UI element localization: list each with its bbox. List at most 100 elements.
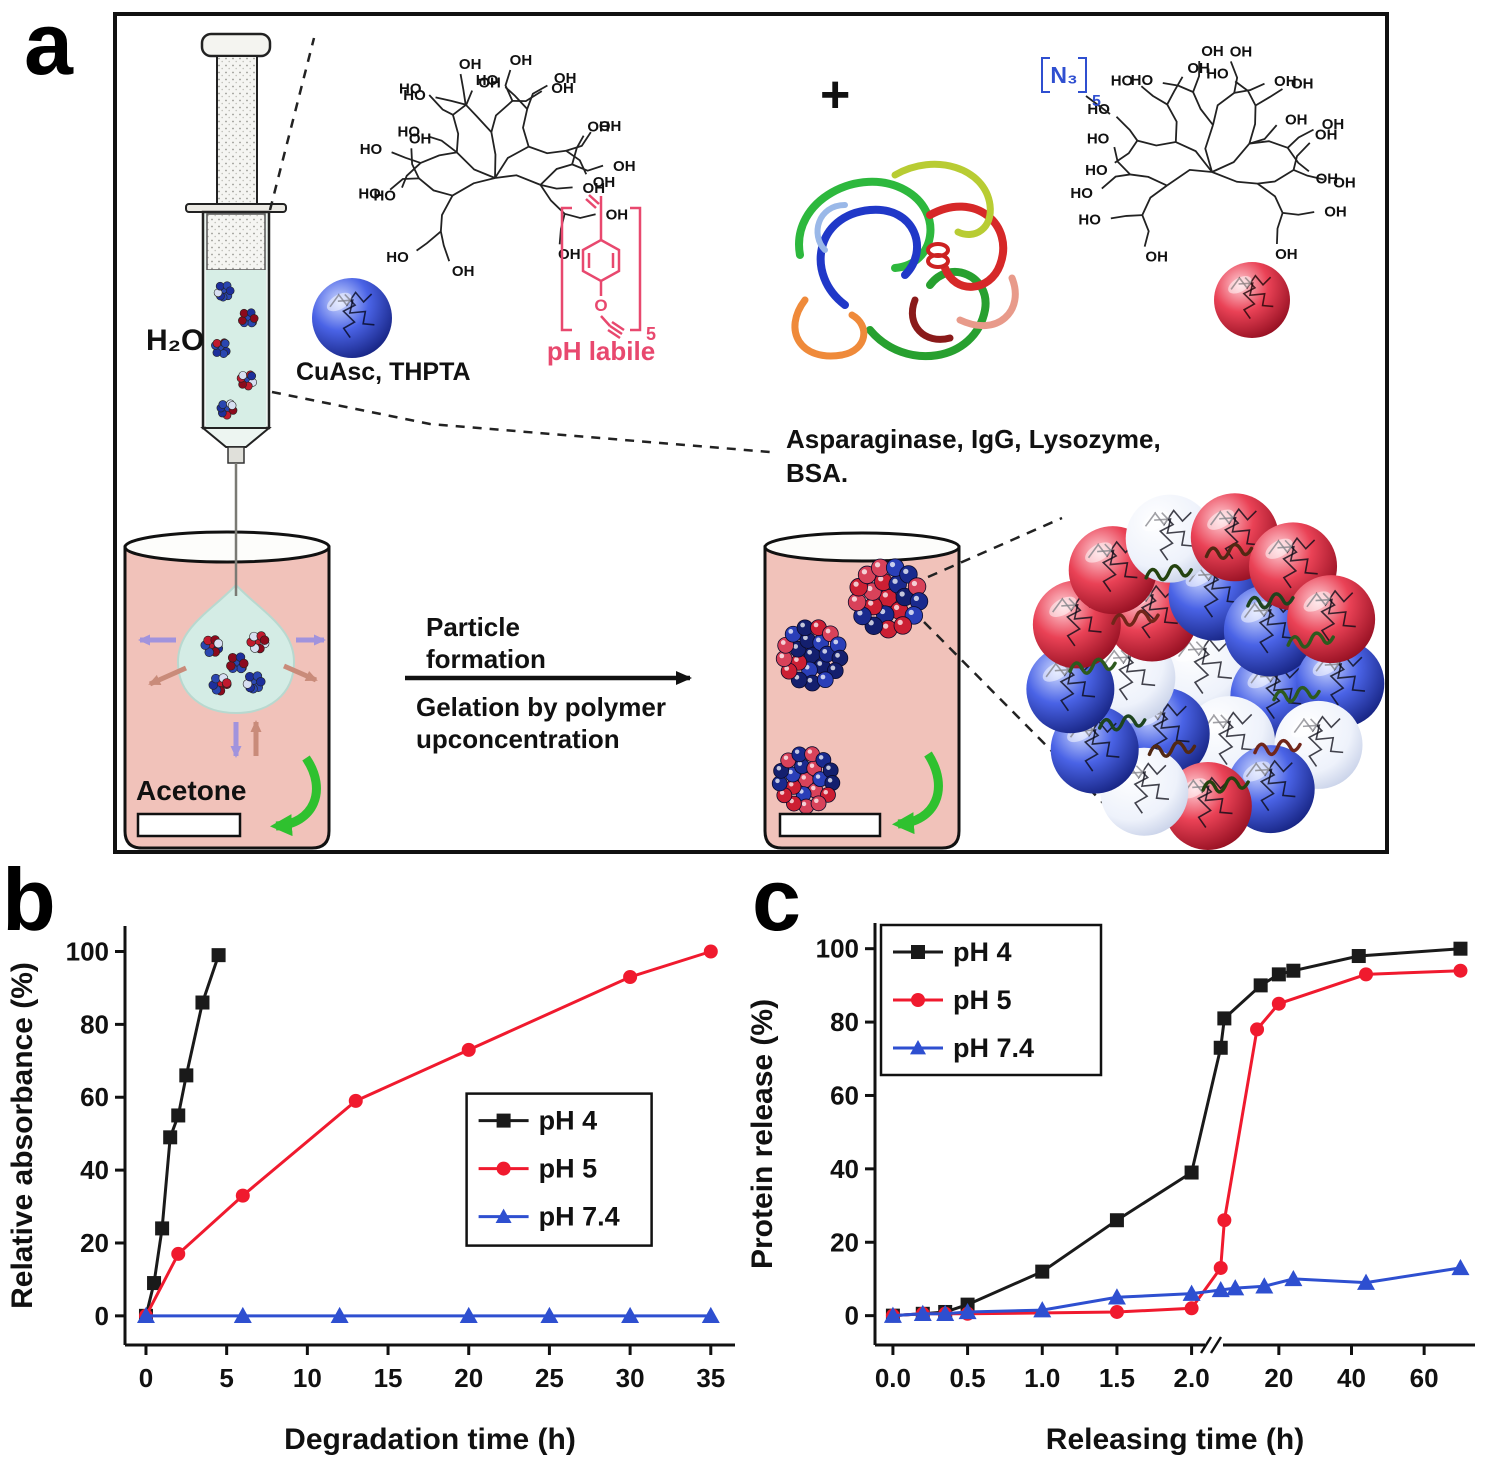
hydroxyl-label: HO xyxy=(1070,185,1093,202)
data-marker xyxy=(913,1304,932,1322)
stir-arrow xyxy=(892,751,943,835)
data-marker xyxy=(540,1306,559,1324)
hydroxyl-label: OH xyxy=(1333,175,1356,192)
data-marker xyxy=(171,1108,186,1123)
data-marker xyxy=(330,1306,349,1324)
data-marker xyxy=(1035,1264,1050,1279)
hydroxyl-label: OH xyxy=(1230,44,1253,61)
legend: pH 4 pH 5 pH 7.4 xyxy=(465,1092,653,1247)
data-marker xyxy=(1351,949,1366,964)
panel-a-label: a xyxy=(24,0,73,93)
nanogel-zoom-cluster xyxy=(1026,493,1385,850)
ribbon-strand xyxy=(908,296,954,343)
x-tick-label: 30 xyxy=(616,1363,645,1393)
ribbon-helix xyxy=(926,253,950,269)
data-marker xyxy=(179,1068,194,1083)
callout-line xyxy=(268,37,316,211)
data-marker xyxy=(163,1130,178,1145)
hydroxyl-label: OH xyxy=(459,56,482,73)
y-tick-label: 60 xyxy=(830,1080,859,1110)
x-tick-label: 1.0 xyxy=(1024,1363,1060,1393)
data-marker xyxy=(1182,1284,1201,1301)
data-marker xyxy=(1217,1011,1232,1026)
data-marker xyxy=(621,1306,640,1324)
data-marker xyxy=(496,1113,511,1128)
polymer-red-icon xyxy=(1214,262,1290,338)
x-tick-label: 20 xyxy=(1264,1363,1293,1393)
hydroxyl-label: HO xyxy=(386,249,409,266)
data-marker xyxy=(1359,967,1374,982)
data-marker xyxy=(1033,1301,1052,1318)
legend-label: pH 7.4 xyxy=(953,1033,1034,1063)
carbonyl-bond xyxy=(585,198,597,209)
hydroxyl-label: OH xyxy=(510,52,533,69)
x-tick-label: 1.5 xyxy=(1099,1363,1135,1393)
scale-bar xyxy=(778,812,882,838)
hydroxyl-label: OH xyxy=(558,246,581,263)
ribbon-strand xyxy=(891,160,994,238)
data-marker xyxy=(348,1093,363,1108)
series-ph-7.4 xyxy=(883,1258,1470,1323)
data-marker xyxy=(1109,1304,1124,1319)
hydroxyl-label: OH xyxy=(478,75,501,92)
catalyst-label: CuAsc, THPTA xyxy=(296,358,471,386)
syringe-contents xyxy=(211,281,259,420)
data-marker xyxy=(1255,1277,1274,1294)
data-marker xyxy=(1286,963,1301,978)
barrel-taper xyxy=(200,427,272,448)
series-ph-7.4 xyxy=(136,1306,720,1324)
alkyne-bond xyxy=(611,320,625,332)
hydroxyl-label: OH xyxy=(409,131,432,148)
panel-c-label: c xyxy=(752,850,801,949)
data-marker xyxy=(1451,1258,1470,1276)
y-tick-label: 100 xyxy=(66,937,109,967)
bracket-left xyxy=(1041,57,1050,93)
azide-label: N₃ xyxy=(1050,62,1077,88)
protein-list-line1: Asparaginase, IgG, Lysozyme, xyxy=(786,424,1161,454)
data-marker xyxy=(1184,1301,1199,1316)
hydroxyl-label: OH xyxy=(587,118,610,135)
data-marker xyxy=(461,1042,476,1057)
x-tick-label: 0.0 xyxy=(875,1363,911,1393)
data-marker xyxy=(910,1040,926,1055)
hydroxyl-label: OH xyxy=(1274,73,1297,90)
protein-list-line2: BSA. xyxy=(786,458,848,488)
azide-label-group xyxy=(1041,57,1111,115)
hydroxyl-label: OH xyxy=(1316,171,1339,188)
hydroxyl-label: OH xyxy=(551,80,574,97)
hydroxyl-label: OH xyxy=(606,206,629,223)
ribbon-strand xyxy=(814,202,848,253)
data-marker xyxy=(911,945,925,959)
oxygen-label: O xyxy=(594,296,607,315)
acetone-beaker: Acetone xyxy=(123,530,331,850)
ribbon-strand xyxy=(926,202,1008,291)
hydroxyl-label: HO xyxy=(1087,101,1110,118)
plunger-tip xyxy=(206,213,266,271)
carbonyl-bond xyxy=(588,194,600,205)
x-tick-label: 60 xyxy=(1410,1363,1439,1393)
data-marker xyxy=(1271,996,1286,1011)
zoom-line xyxy=(927,516,1063,579)
data-marker xyxy=(623,970,638,985)
data-marker xyxy=(496,1161,511,1176)
axes: 0 20 40 60 80 100 0.0 0.5 1.0 1.5 2.0 20 40 60 Releasi… xyxy=(746,923,1475,1456)
data-marker xyxy=(1284,1269,1303,1287)
hydroxyl-label: HO xyxy=(1087,130,1110,147)
y-axis-title: Protein release (%) xyxy=(746,999,779,1269)
legend-label: pH 5 xyxy=(539,1154,598,1184)
data-marker xyxy=(1213,1260,1228,1275)
legend-label: pH 4 xyxy=(539,1106,598,1136)
arrow-caption-bottom2: upconcentration xyxy=(416,724,620,754)
ribbon-strand xyxy=(956,274,1019,330)
diffusion-arrow xyxy=(148,665,188,687)
polymer-blue-icon xyxy=(312,278,392,358)
y-tick-label: 40 xyxy=(830,1154,859,1184)
protein-release-chart: 0 20 40 60 80 100 0.0 0.5 1.0 1.5 2.0 20 40 60 Releasi… xyxy=(740,868,1500,1463)
y-tick-label: 80 xyxy=(830,1007,859,1037)
legend-label: pH 4 xyxy=(953,937,1012,967)
needle-hub xyxy=(227,446,245,464)
data-marker xyxy=(936,1304,955,1322)
x-tick-label: 0.5 xyxy=(950,1363,986,1393)
plunger-rod xyxy=(216,55,258,207)
data-marker xyxy=(1250,1022,1265,1037)
